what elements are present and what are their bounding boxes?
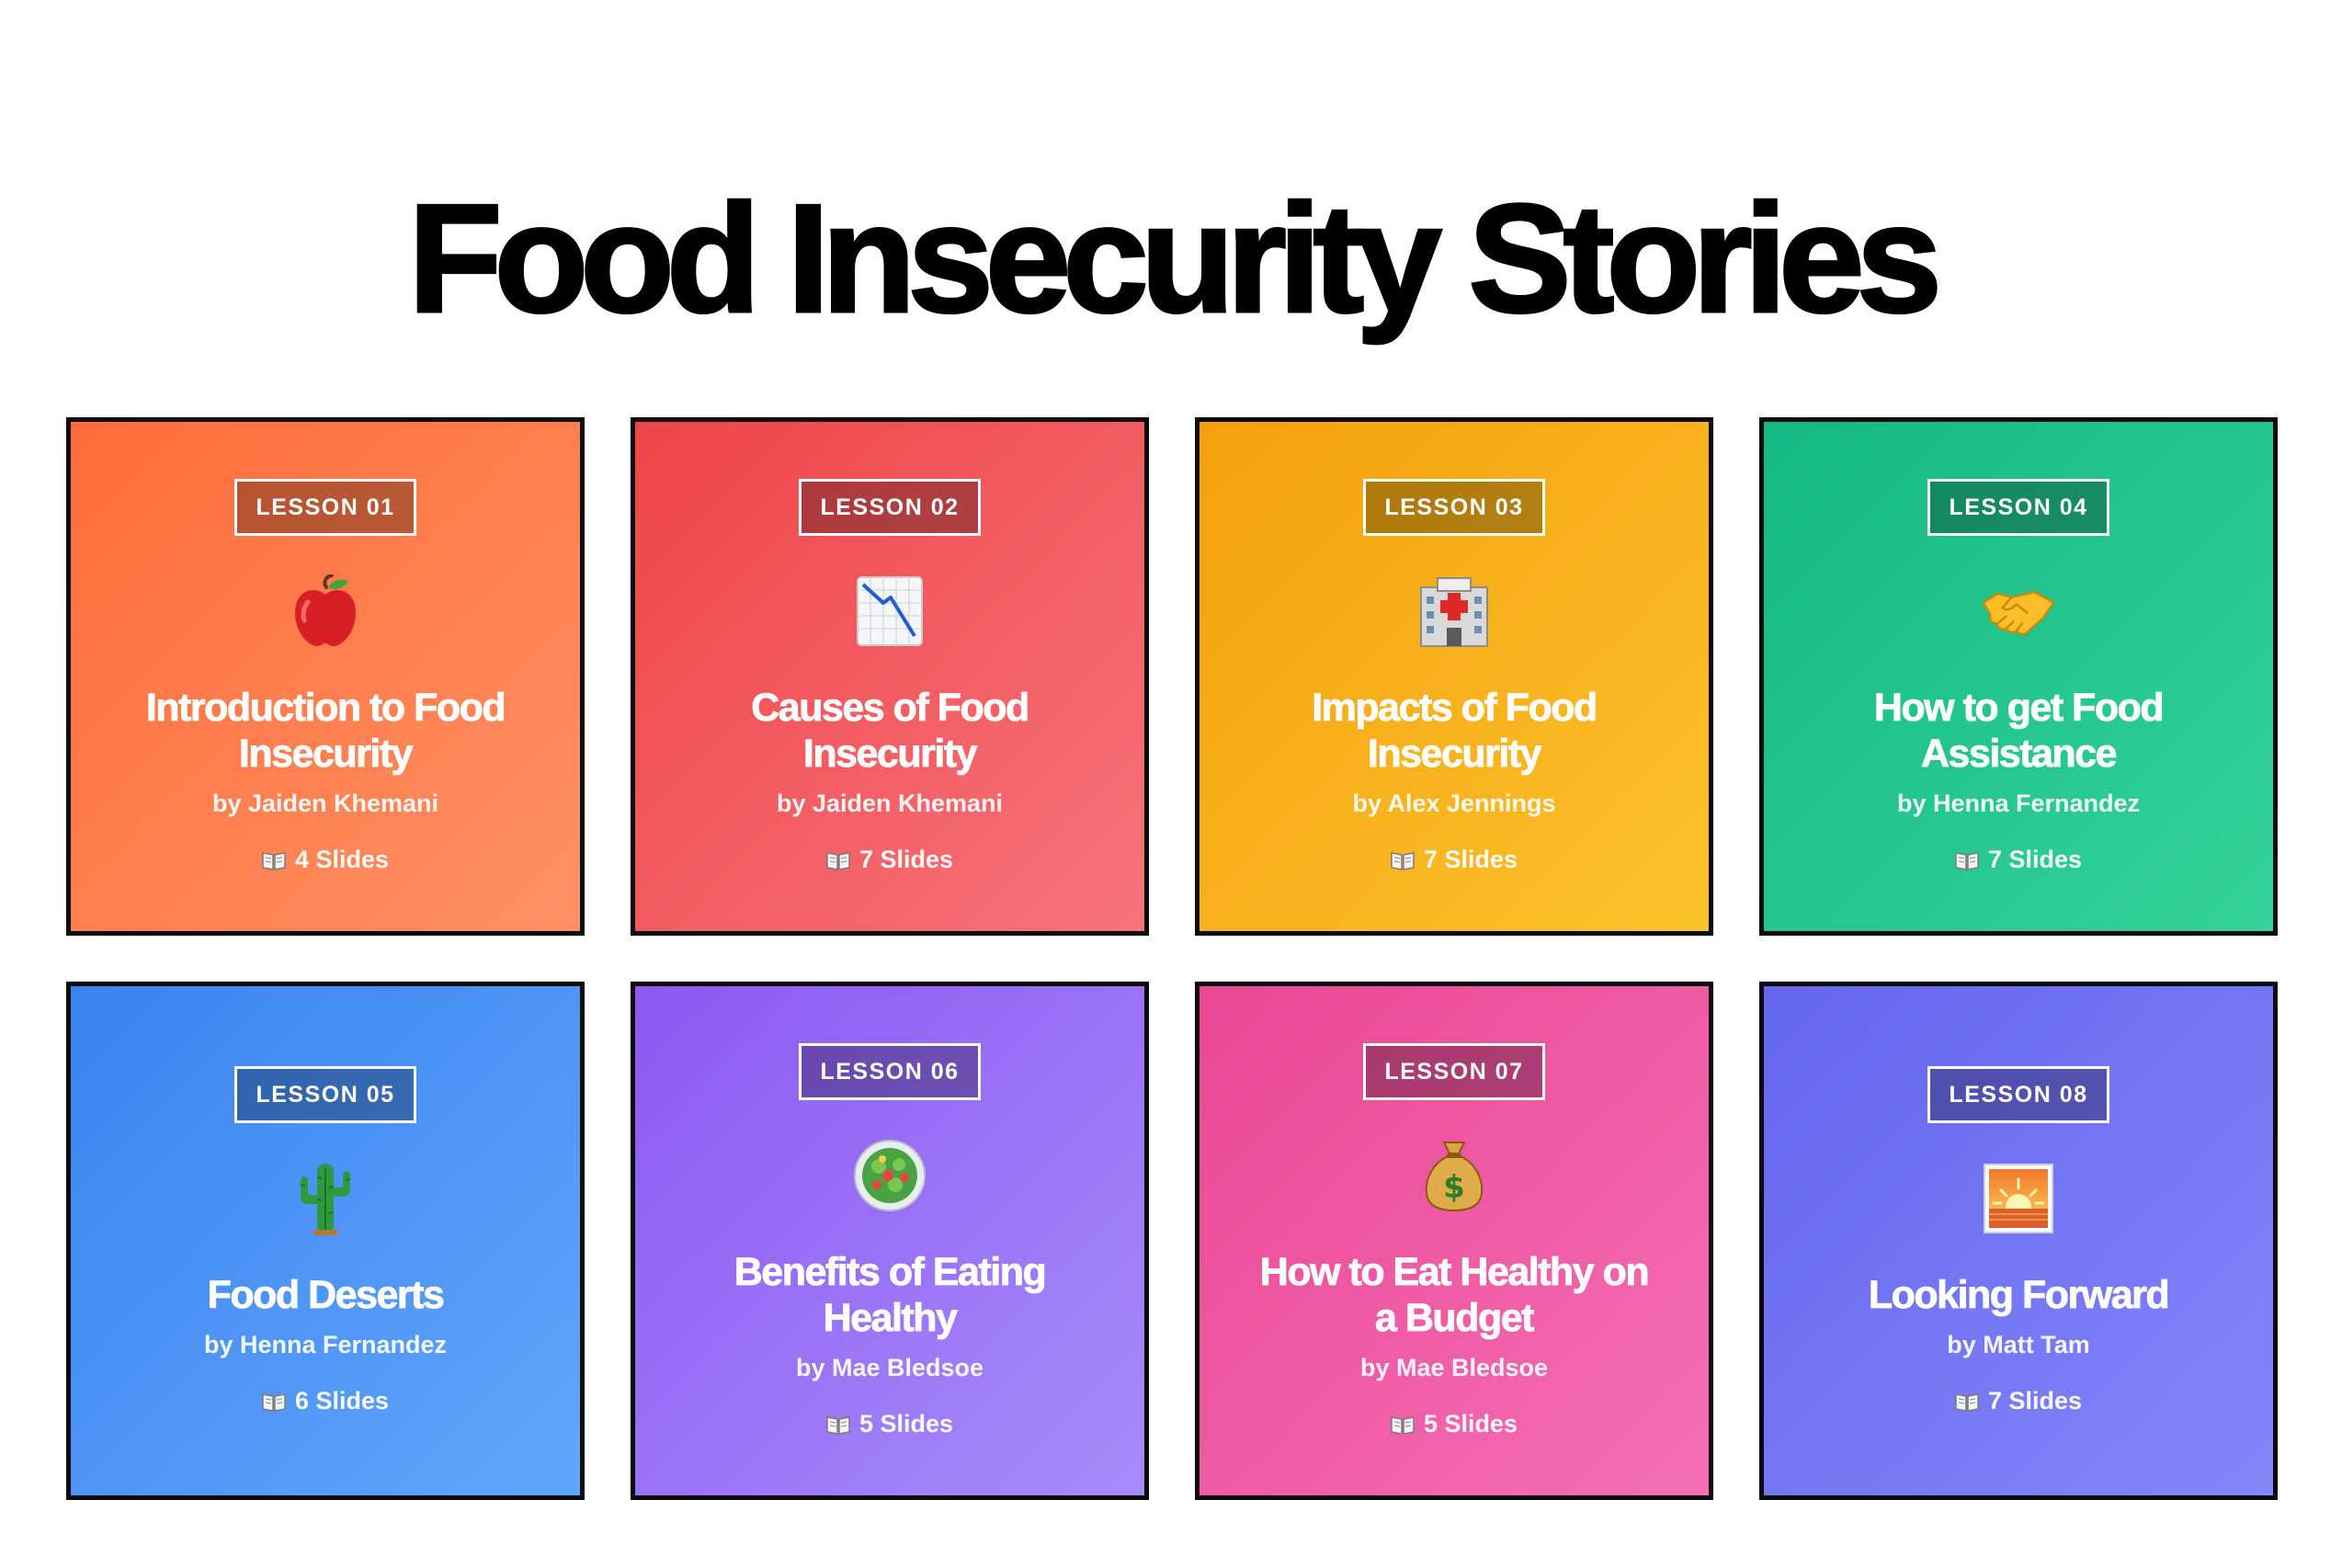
- lesson-card-05[interactable]: LESSON 05 Food Deserts by Henna Fernande…: [66, 982, 585, 1500]
- book-icon: [1391, 850, 1415, 870]
- lesson-card-02[interactable]: LESSON 02 Causes of Food Insecurity by J…: [631, 417, 1149, 936]
- slides-count: 7 Slides: [1423, 846, 1518, 873]
- book-icon: [262, 1392, 286, 1412]
- lesson-card-06[interactable]: LESSON 06 Benefits of Eating Healthy by …: [631, 982, 1149, 1500]
- lesson-title: Benefits of Eating Healthy: [733, 1250, 1047, 1341]
- lesson-author: by Jaiden Khemani: [211, 790, 439, 817]
- salad-icon: [853, 1139, 927, 1212]
- slides-count: 6 Slides: [294, 1387, 390, 1415]
- lesson-title: Causes of Food Insecurity: [751, 686, 1030, 777]
- book-icon: [826, 1415, 850, 1435]
- lesson-slides: 7 Slides: [826, 846, 953, 874]
- hospital-icon: [1417, 574, 1491, 648]
- lesson-author: by Alex Jennings: [1352, 790, 1556, 817]
- sunrise-icon: [1982, 1162, 2055, 1235]
- lesson-title: Food Deserts: [207, 1273, 445, 1318]
- lesson-badge: LESSON 04: [1927, 479, 2109, 536]
- cactus-icon: [289, 1162, 362, 1235]
- svg-text:$: $: [1443, 1169, 1465, 1206]
- slides-count: 7 Slides: [1987, 846, 2083, 873]
- chart-decreasing-icon: [853, 574, 927, 648]
- lesson-author: by Henna Fernandez: [1896, 790, 2141, 817]
- slides-count: 7 Slides: [1987, 1387, 2083, 1415]
- lesson-card-03[interactable]: LESSON 03 Impacts of Food Insecurity by …: [1195, 417, 1713, 936]
- lesson-author: by Henna Fernandez: [203, 1331, 448, 1358]
- lesson-slides: 4 Slides: [262, 846, 389, 874]
- lesson-slides: 7 Slides: [1955, 846, 2082, 874]
- lesson-slides: 7 Slides: [1391, 846, 1518, 874]
- handshake-icon: [1982, 574, 2055, 648]
- lesson-title: How to Eat Healthy on a Budget: [1259, 1250, 1650, 1341]
- lesson-slides: 6 Slides: [262, 1387, 389, 1415]
- lesson-title: Introduction to Food Insecurity: [145, 686, 506, 777]
- lesson-grid: LESSON 01 Introduction to Food Insecurit…: [66, 417, 2281, 1500]
- lesson-slides: 7 Slides: [1955, 1387, 2082, 1415]
- lesson-card-04[interactable]: LESSON 04 How to get Food Assistance by …: [1759, 417, 2278, 936]
- book-icon: [1955, 850, 1979, 870]
- lesson-badge: LESSON 07: [1363, 1043, 1545, 1100]
- lesson-author: by Matt Tam: [1947, 1331, 2090, 1358]
- lesson-card-07[interactable]: LESSON 07 $ How to Eat Healthy on a Budg…: [1195, 982, 1713, 1500]
- slides-count: 4 Slides: [294, 846, 390, 873]
- lesson-badge: LESSON 02: [799, 479, 981, 536]
- lesson-badge: LESSON 03: [1363, 479, 1545, 536]
- slides-count: 5 Slides: [858, 1410, 954, 1437]
- book-icon: [1391, 1415, 1415, 1435]
- lesson-badge: LESSON 06: [799, 1043, 981, 1100]
- slides-count: 5 Slides: [1423, 1410, 1518, 1437]
- book-icon: [262, 850, 286, 870]
- lesson-title: Impacts of Food Insecurity: [1312, 686, 1598, 777]
- page-title: Food Insecurity Stories: [406, 171, 1943, 345]
- book-icon: [826, 850, 850, 870]
- lesson-author: by Mae Bledsoe: [1359, 1354, 1549, 1381]
- lesson-slides: 5 Slides: [1391, 1410, 1518, 1438]
- lesson-title: Looking Forward: [1868, 1273, 2170, 1318]
- lesson-badge: LESSON 08: [1927, 1066, 2109, 1123]
- book-icon: [1955, 1392, 1979, 1412]
- lesson-card-01[interactable]: LESSON 01 Introduction to Food Insecurit…: [66, 417, 585, 936]
- lesson-card-08[interactable]: LESSON 08 Looking Forward by Matt Tam: [1759, 982, 2278, 1500]
- slides-count: 7 Slides: [858, 846, 954, 873]
- lesson-slides: 5 Slides: [826, 1410, 953, 1438]
- money-bag-icon: $: [1417, 1139, 1491, 1212]
- lesson-title: How to get Food Assistance: [1873, 686, 2165, 777]
- lesson-badge: LESSON 01: [234, 479, 416, 536]
- lesson-badge: LESSON 05: [234, 1066, 416, 1123]
- lesson-author: by Mae Bledsoe: [795, 1354, 984, 1381]
- apple-icon: [289, 574, 362, 648]
- lesson-author: by Jaiden Khemani: [776, 790, 1004, 817]
